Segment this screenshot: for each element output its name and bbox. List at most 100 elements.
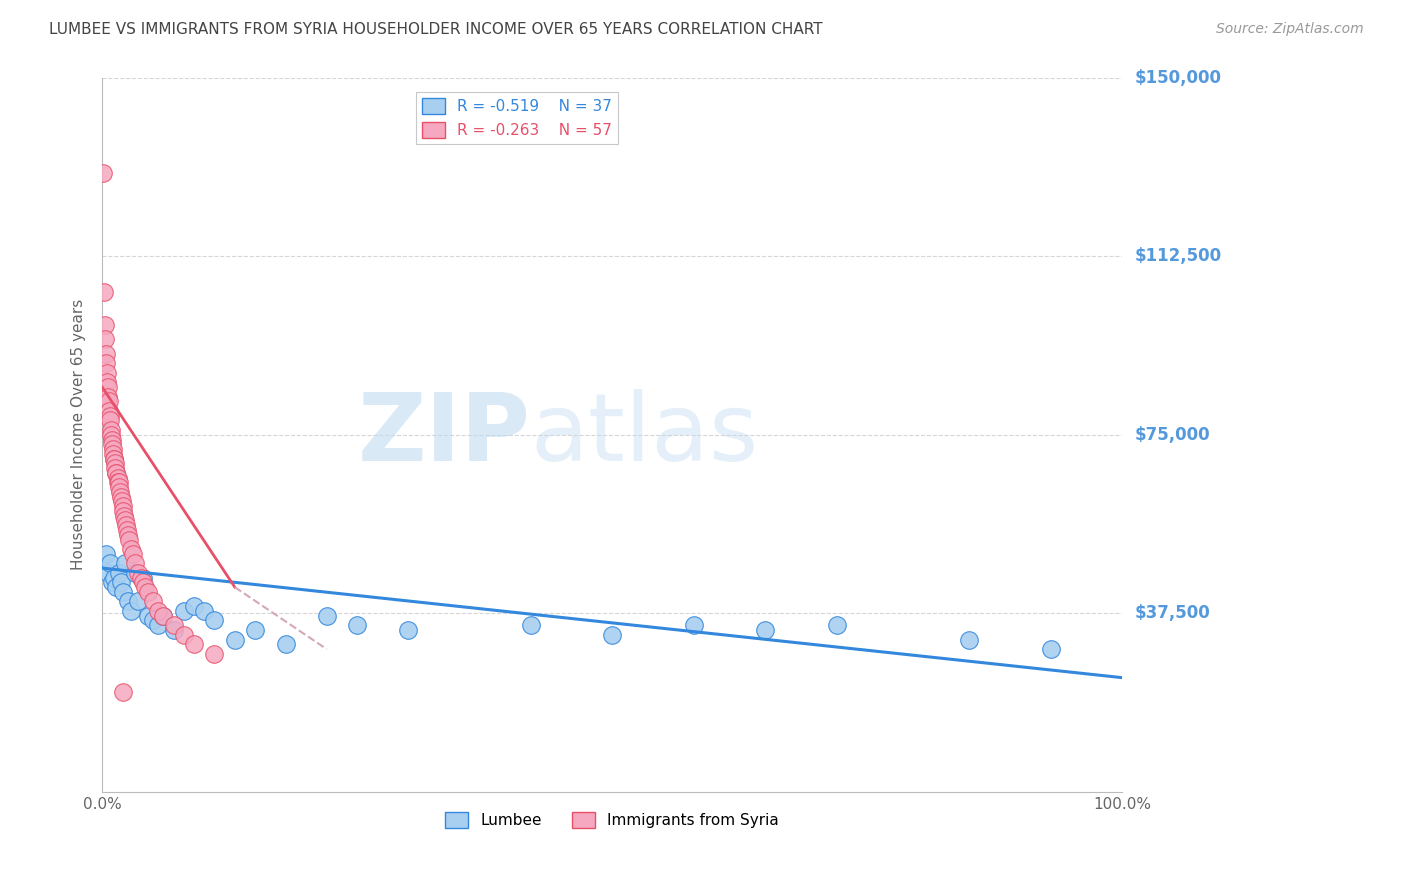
Point [136, 608, 159, 623]
Point [103, 451, 125, 466]
Point [519, 618, 541, 632]
Point [245, 623, 267, 637]
Point [107, 475, 129, 490]
Point [117, 594, 139, 608]
Point [97, 566, 120, 580]
Point [96, 376, 118, 390]
Point [104, 461, 127, 475]
Point [682, 618, 704, 632]
Point [129, 571, 152, 585]
Text: $112,500: $112,500 [1135, 247, 1222, 265]
Text: LUMBEE VS IMMIGRANTS FROM SYRIA HOUSEHOLDER INCOME OVER 65 YEARS CORRELATION CHA: LUMBEE VS IMMIGRANTS FROM SYRIA HOUSEHOL… [49, 22, 823, 37]
Y-axis label: Householder Income Over 65 years: Householder Income Over 65 years [72, 299, 86, 570]
Point [1039, 642, 1062, 657]
Point [132, 571, 155, 585]
Point [94, 333, 117, 347]
Point [120, 604, 142, 618]
Point [111, 499, 134, 513]
Text: ZIP: ZIP [357, 389, 530, 481]
Text: $150,000: $150,000 [1135, 69, 1222, 87]
Point [103, 442, 125, 456]
Point [100, 423, 122, 437]
Point [124, 557, 146, 571]
Point [103, 451, 125, 466]
Point [152, 608, 174, 623]
Point [110, 490, 132, 504]
Point [114, 557, 136, 571]
Point [183, 637, 205, 651]
Point [104, 456, 127, 470]
Point [108, 484, 131, 499]
Point [120, 542, 142, 557]
Point [97, 390, 120, 404]
Point [110, 494, 132, 508]
Point [107, 566, 129, 580]
Point [600, 628, 623, 642]
Point [107, 480, 129, 494]
Point [100, 413, 122, 427]
Point [97, 380, 120, 394]
Point [103, 571, 125, 585]
Point [115, 523, 138, 537]
Point [148, 604, 170, 618]
Point [346, 618, 368, 632]
Text: $75,000: $75,000 [1135, 425, 1211, 443]
Point [100, 409, 122, 423]
Point [105, 466, 128, 480]
Point [825, 618, 848, 632]
Point [121, 547, 143, 561]
Point [142, 594, 165, 608]
Point [107, 475, 129, 490]
Point [202, 647, 225, 661]
Legend: Lumbee, Immigrants from Syria: Lumbee, Immigrants from Syria [439, 806, 786, 834]
Point [110, 575, 132, 590]
Point [396, 623, 419, 637]
Point [202, 614, 225, 628]
Point [127, 566, 149, 580]
Point [101, 575, 124, 590]
Point [100, 427, 122, 442]
Point [274, 637, 297, 651]
Point [111, 685, 134, 699]
Point [93, 285, 115, 299]
Point [132, 575, 155, 590]
Point [114, 513, 136, 527]
Point [111, 585, 134, 599]
Point [162, 623, 184, 637]
Point [124, 566, 146, 580]
Point [193, 604, 215, 618]
Point [107, 470, 129, 484]
Point [101, 437, 124, 451]
Point [91, 166, 114, 180]
Text: $37,500: $37,500 [1135, 605, 1211, 623]
Point [100, 557, 122, 571]
Point [142, 614, 165, 628]
Text: atlas: atlas [530, 389, 759, 481]
Point [162, 618, 184, 632]
Point [105, 466, 128, 480]
Point [98, 394, 121, 409]
Point [152, 608, 174, 623]
Point [111, 504, 134, 518]
Point [96, 347, 118, 361]
Point [134, 580, 156, 594]
Point [117, 528, 139, 542]
Point [127, 594, 149, 608]
Text: Source: ZipAtlas.com: Source: ZipAtlas.com [1216, 22, 1364, 37]
Point [315, 608, 337, 623]
Point [183, 599, 205, 614]
Point [224, 632, 246, 647]
Point [114, 518, 136, 533]
Point [103, 447, 125, 461]
Point [98, 404, 121, 418]
Point [96, 547, 118, 561]
Point [173, 628, 195, 642]
Point [148, 618, 170, 632]
Point [754, 623, 776, 637]
Point [136, 585, 159, 599]
Point [94, 318, 117, 333]
Point [96, 356, 118, 370]
Point [173, 604, 195, 618]
Point [957, 632, 980, 647]
Point [105, 580, 128, 594]
